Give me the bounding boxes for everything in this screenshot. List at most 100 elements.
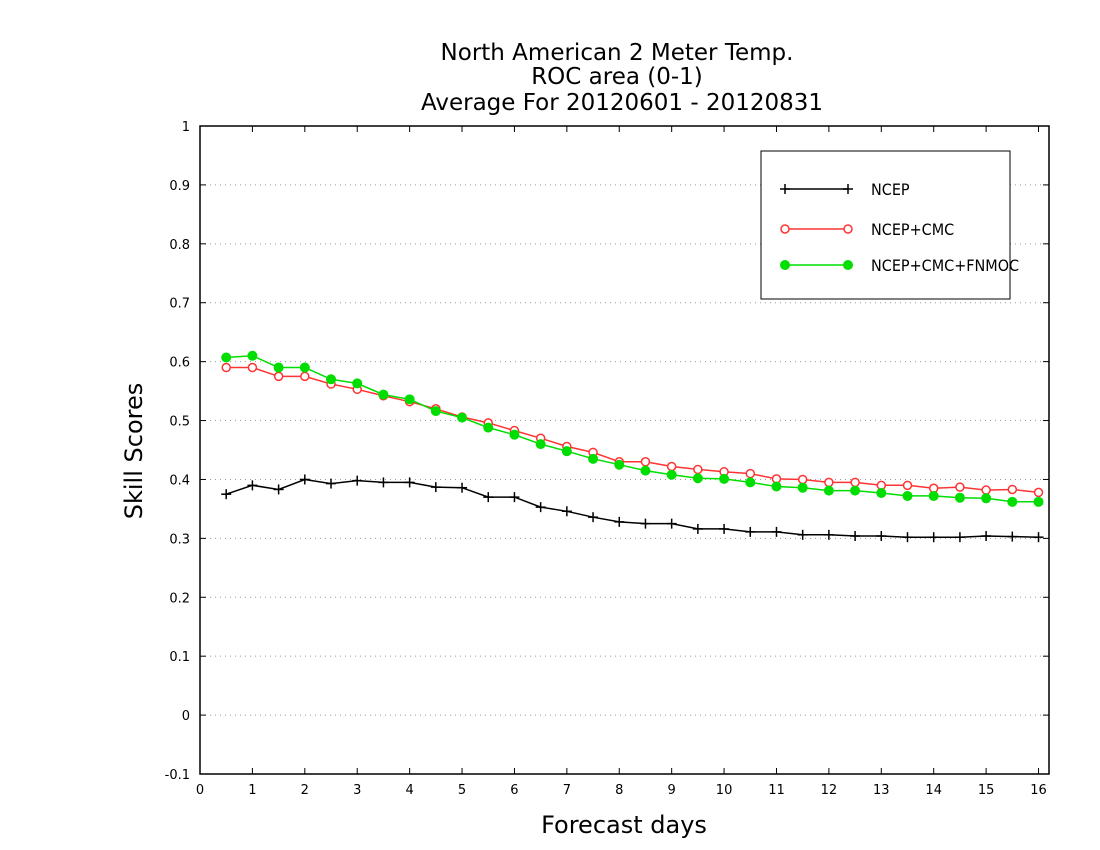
x-tick-label: 7 bbox=[563, 783, 571, 798]
chart-subtitle: ROC area (0-1) bbox=[531, 64, 703, 90]
data-point-plus bbox=[902, 532, 913, 543]
data-point-filled-circle bbox=[771, 481, 782, 492]
data-point-open-circle bbox=[955, 482, 965, 492]
data-point-plus bbox=[535, 502, 546, 513]
data-point-filled-circle bbox=[299, 362, 310, 373]
data-point-open-circle bbox=[273, 371, 284, 382]
data-point-plus bbox=[666, 518, 677, 529]
x-tick-label: 11 bbox=[768, 783, 785, 798]
data-point-filled-circle bbox=[876, 488, 887, 499]
data-point-open-circle bbox=[745, 468, 756, 479]
data-point-filled-circle bbox=[352, 378, 363, 389]
data-point-filled-circle bbox=[902, 490, 913, 501]
x-tick-label: 15 bbox=[978, 783, 995, 798]
data-point-filled-circle bbox=[614, 459, 625, 470]
y-tick-label: 1 bbox=[182, 120, 190, 135]
data-point-plus bbox=[247, 480, 258, 491]
x-tick-label: 4 bbox=[405, 783, 413, 798]
legend-label: NCEP+CMC+FNMOC bbox=[871, 256, 1019, 275]
data-point-open-circle bbox=[843, 224, 853, 234]
x-tick-label: 3 bbox=[353, 783, 361, 798]
y-tick-label: 0.6 bbox=[169, 356, 190, 371]
data-point-filled-circle bbox=[981, 493, 992, 504]
data-point-filled-circle bbox=[780, 260, 790, 270]
data-point-plus bbox=[221, 489, 232, 500]
y-tick-label: 0.4 bbox=[169, 473, 190, 488]
data-point-filled-circle bbox=[928, 490, 939, 501]
data-point-filled-circle bbox=[221, 352, 232, 363]
x-axis-title: Forecast days bbox=[541, 811, 707, 839]
y-tick-label: 0.1 bbox=[169, 650, 190, 665]
data-point-plus bbox=[378, 477, 389, 488]
data-point-open-circle bbox=[300, 371, 310, 382]
data-point-plus bbox=[876, 531, 887, 542]
x-tick-label: 5 bbox=[458, 783, 466, 798]
data-point-filled-circle bbox=[509, 429, 520, 440]
data-point-filled-circle bbox=[378, 389, 389, 400]
series-line bbox=[226, 354, 1039, 503]
data-point-filled-circle bbox=[640, 465, 651, 476]
x-tick-label: 13 bbox=[873, 783, 890, 798]
series-line bbox=[226, 366, 1039, 494]
data-point-filled-circle bbox=[457, 412, 468, 423]
x-tick-label: 14 bbox=[925, 783, 942, 798]
data-point-open-circle bbox=[666, 461, 677, 472]
data-point-filled-circle bbox=[692, 473, 703, 484]
data-point-filled-circle bbox=[954, 492, 965, 503]
data-point-plus bbox=[780, 184, 790, 194]
data-point-filled-circle bbox=[588, 453, 599, 464]
x-tick-label: 16 bbox=[1030, 783, 1047, 798]
data-point-open-circle bbox=[1033, 487, 1044, 498]
data-point-open-circle bbox=[693, 464, 703, 475]
data-point-plus bbox=[797, 529, 808, 540]
data-point-plus bbox=[326, 478, 337, 489]
data-point-plus bbox=[823, 529, 834, 540]
data-point-open-circle bbox=[981, 485, 991, 495]
data-point-open-circle bbox=[850, 477, 860, 488]
x-tick-label: 6 bbox=[510, 783, 518, 798]
data-point-plus bbox=[843, 184, 853, 194]
data-point-filled-circle bbox=[1033, 496, 1044, 507]
data-point-open-circle bbox=[1007, 484, 1018, 495]
data-point-open-circle bbox=[640, 457, 651, 467]
legend-label: NCEP+CMC bbox=[871, 220, 954, 239]
y-tick-label: 0.5 bbox=[169, 415, 190, 430]
data-point-filled-circle bbox=[430, 406, 441, 417]
data-point-plus bbox=[588, 512, 599, 523]
legend-item-2: NCEP+CMC bbox=[780, 220, 954, 239]
x-tick-label: 0 bbox=[196, 783, 204, 798]
data-point-filled-circle bbox=[535, 439, 546, 450]
x-tick-label: 12 bbox=[821, 783, 838, 798]
legend: NCEP NCEP+CMC NCEP+CMC+FNMOC bbox=[760, 150, 1019, 300]
y-tick-label: 0.2 bbox=[169, 591, 190, 606]
x-tick-label: 2 bbox=[301, 783, 309, 798]
data-point-plus bbox=[430, 482, 441, 493]
data-point-filled-circle bbox=[483, 422, 494, 433]
series-line bbox=[225, 478, 1039, 538]
data-point-plus bbox=[745, 526, 756, 537]
axis-ticks: -0.100.10.20.30.40.50.60.70.80.910 1 2 3 4 5 6… bbox=[165, 120, 1049, 798]
data-point-open-circle bbox=[221, 362, 231, 373]
series-layer bbox=[221, 350, 1044, 543]
data-point-plus bbox=[719, 523, 730, 534]
data-point-filled-circle bbox=[273, 362, 284, 373]
data-point-filled-circle bbox=[666, 469, 677, 480]
series-1 bbox=[221, 474, 1044, 543]
data-point-plus bbox=[614, 516, 625, 527]
data-point-filled-circle bbox=[326, 374, 337, 385]
data-point-filled-circle bbox=[1007, 496, 1018, 507]
data-point-plus bbox=[352, 475, 363, 486]
data-point-plus bbox=[1007, 531, 1018, 542]
data-point-plus bbox=[771, 526, 782, 537]
data-point-open-circle bbox=[902, 480, 913, 491]
data-point-filled-circle bbox=[404, 394, 415, 405]
x-tick-label: 1 bbox=[248, 783, 256, 798]
chart-title: North American 2 Meter Temp. bbox=[441, 40, 794, 66]
data-point-filled-circle bbox=[247, 350, 258, 361]
data-point-plus bbox=[483, 492, 494, 503]
data-point-open-circle bbox=[797, 474, 808, 485]
y-tick-label: 0.9 bbox=[169, 179, 190, 194]
data-point-filled-circle bbox=[850, 485, 861, 496]
legend-box bbox=[760, 150, 1011, 300]
